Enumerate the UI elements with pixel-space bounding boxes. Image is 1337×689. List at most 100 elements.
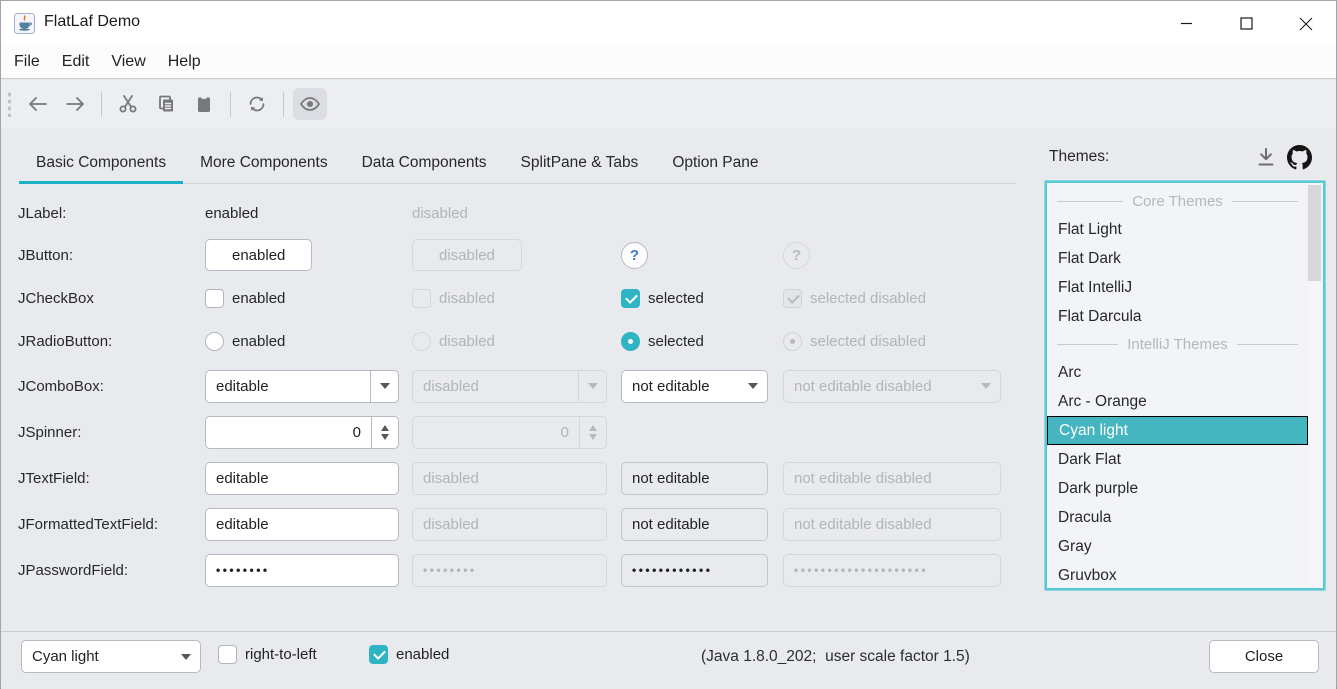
toolbar-grip[interactable] [7, 91, 12, 117]
checkbox-selected[interactable]: selected [621, 289, 704, 308]
spinner[interactable]: 0 [205, 415, 399, 449]
right-to-left-checkbox[interactable]: right-to-left [218, 645, 317, 664]
radio-selected[interactable]: selected [621, 332, 704, 351]
passwordfield[interactable]: •••••••••••• [621, 553, 768, 587]
row-label-jradiobutton: JRadioButton: [18, 333, 113, 350]
forward-icon[interactable] [58, 88, 92, 120]
spinner-down-icon [381, 433, 389, 440]
row-label-jbutton: JButton: [18, 246, 74, 264]
theme-item-dark-purple[interactable]: Dark purple [1058, 479, 1139, 497]
passwordfield-value: •••••••••••• [632, 563, 713, 577]
cut-icon[interactable] [111, 88, 145, 120]
minimize-button[interactable] [1156, 1, 1216, 46]
theme-item-flat-light[interactable]: Flat Light [1058, 220, 1122, 238]
passwordfield-disabled: •••••••••••••••••••• [783, 553, 1001, 587]
theme-item-flat-intellij[interactable]: Flat IntelliJ [1058, 278, 1133, 296]
radio-disabled: disabled [412, 332, 495, 351]
back-icon[interactable] [20, 88, 54, 120]
radio-enabled[interactable]: enabled [205, 332, 285, 351]
button-enabled[interactable]: enabled [205, 239, 313, 271]
status-text: (Java 1.8.0_202; user scale factor 1.5) [701, 648, 970, 665]
tab-option-pane[interactable]: Option Pane [672, 153, 759, 171]
chevron-down-icon [370, 370, 398, 402]
theme-item-cyan-light[interactable]: Cyan light [1047, 416, 1308, 445]
spinner-value: 0 [560, 423, 569, 441]
label: selected [648, 333, 704, 350]
download-icon[interactable] [1256, 148, 1276, 167]
checkbox-box[interactable] [218, 645, 237, 664]
passwordfield[interactable]: •••••••• [205, 553, 399, 587]
spinner-arrows[interactable] [371, 416, 398, 448]
label: disabled [439, 333, 495, 350]
radio-box [783, 332, 802, 351]
textfield-value: not editable disabled [794, 515, 932, 533]
combobox-disabled: disabled [412, 369, 607, 403]
label: disabled [439, 290, 495, 307]
textfield-not-editable[interactable]: not editable [621, 461, 768, 495]
label: right-to-left [245, 646, 317, 663]
label: selected disabled [810, 333, 926, 350]
theme-item-arc-orange[interactable]: Arc - Orange [1058, 392, 1147, 410]
checkbox-enabled[interactable]: enabled [205, 289, 285, 308]
themes-list: Core Themes Flat Light Flat Dark Flat Intel… [1045, 181, 1325, 590]
tab-more-components[interactable]: More Components [200, 153, 328, 171]
radio-box[interactable] [205, 332, 224, 351]
row-label-jtextfield: JTextField: [18, 469, 90, 487]
textfield-editable[interactable]: editable [205, 507, 399, 541]
tab-splitpane-tabs[interactable]: SplitPane & Tabs [520, 153, 639, 171]
combobox-not-editable-disabled: not editable disabled [783, 369, 1001, 403]
maximize-button[interactable] [1216, 1, 1276, 46]
checkbox-box[interactable] [369, 645, 388, 664]
close-button[interactable]: Close [1209, 640, 1319, 673]
theme-item-arc[interactable]: Arc [1058, 363, 1082, 381]
spinner-disabled: 0 [412, 415, 607, 449]
menu-help[interactable]: Help [167, 53, 201, 70]
textfield-value: not editable [632, 469, 710, 487]
toolbar-separator [230, 91, 231, 117]
tab-data-components[interactable]: Data Components [361, 153, 487, 171]
checkbox-box[interactable] [621, 289, 640, 308]
refresh-icon[interactable] [240, 88, 274, 120]
theme-combobox[interactable]: Cyan light [21, 640, 201, 673]
spinner-down-icon [589, 433, 597, 440]
combobox-value: disabled [423, 377, 479, 395]
static-label: enabled [205, 204, 259, 222]
radio-box[interactable] [621, 332, 640, 351]
combobox-editable[interactable]: editable [205, 369, 399, 403]
close-window-button[interactable] [1276, 1, 1336, 46]
toolbar-separator [101, 91, 102, 117]
textfield-editable[interactable]: editable [205, 461, 399, 495]
theme-item-gray[interactable]: Gray [1058, 537, 1092, 555]
theme-item-dark-flat[interactable]: Dark Flat [1058, 450, 1121, 468]
checkbox-box[interactable] [205, 289, 224, 308]
theme-item-flat-dark[interactable]: Flat Dark [1058, 249, 1121, 267]
label: enabled [396, 646, 450, 663]
menu-file[interactable]: File [14, 53, 40, 70]
titlebar: FlatLaf Demo [1, 1, 1336, 46]
menu-edit[interactable]: Edit [61, 53, 90, 70]
theme-item-flat-darcula[interactable]: Flat Darcula [1058, 307, 1142, 325]
combobox-not-editable[interactable]: not editable [621, 369, 768, 403]
paste-icon[interactable] [187, 88, 221, 120]
checkbox-selected-disabled: selected disabled [783, 289, 926, 308]
theme-item-gruvbox[interactable]: Gruvbox [1058, 566, 1117, 584]
textfield-not-editable-disabled: not editable disabled [783, 507, 1001, 541]
combobox-value: not editable disabled [794, 377, 932, 395]
help-button[interactable]: ? [621, 241, 648, 269]
scrollbar-thumb[interactable] [1308, 185, 1321, 281]
label: enabled [232, 333, 286, 350]
enabled-checkbox[interactable]: enabled [369, 645, 449, 664]
themes-scrollbar[interactable] [1308, 185, 1321, 586]
passwordfield-value: •••••••••••••••••••• [794, 563, 929, 577]
github-icon[interactable] [1287, 145, 1312, 170]
tab-basic-components[interactable]: Basic Components [19, 142, 184, 184]
textfield-not-editable[interactable]: not editable [621, 507, 768, 541]
spinner-value: 0 [352, 423, 361, 441]
theme-item-dracula[interactable]: Dracula [1058, 508, 1112, 526]
menu-view[interactable]: View [111, 53, 146, 70]
checkbox-box [783, 289, 802, 308]
toolbar-separator [283, 91, 284, 117]
show-eye-icon[interactable] [293, 88, 327, 120]
theme-section-header-core-themes: Core Themes [1057, 188, 1298, 215]
copy-icon[interactable] [149, 88, 183, 120]
